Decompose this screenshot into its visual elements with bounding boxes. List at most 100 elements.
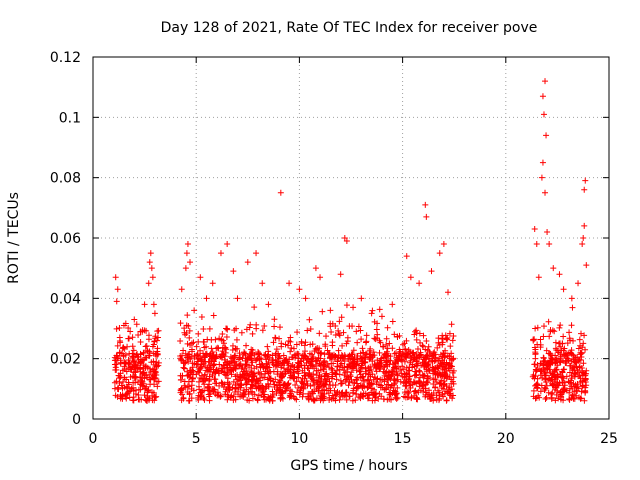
data-point [568,394,575,401]
data-point [561,382,568,389]
data-point [231,327,238,334]
data-point [233,336,240,343]
data-point [569,304,576,311]
data-point [312,265,319,272]
data-point [130,353,137,360]
data-point [128,366,135,373]
data-point [582,177,589,184]
data-point [257,364,264,371]
data-point [219,380,226,387]
data-point [533,367,540,374]
data-point [430,390,437,397]
data-point [383,350,390,357]
data-point [350,362,357,369]
data-point [135,392,142,399]
data-point [575,280,582,287]
data-point [441,378,448,385]
data-point [148,265,155,272]
data-point [349,351,356,358]
data-point [191,354,198,361]
data-point [564,340,571,347]
data-point [242,376,249,383]
data-point [315,349,322,356]
data-point [112,274,119,281]
data-point [140,349,147,356]
data-point [569,385,576,392]
data-point [255,369,262,376]
data-point [255,384,262,391]
data-point [302,295,309,302]
data-point [115,355,122,362]
data-point [208,345,215,352]
data-point [293,341,300,348]
data-point [295,355,302,362]
data-point [285,362,292,369]
data-point [323,333,330,340]
data-point [574,367,581,374]
data-point [151,366,158,373]
data-point [540,355,547,362]
data-point [541,370,548,377]
data-point [310,378,317,385]
data-point [546,333,553,340]
data-point [385,357,392,364]
data-point [130,347,137,354]
data-point [571,355,578,362]
data-point [360,360,367,367]
data-point [540,111,547,118]
data-point [535,392,542,399]
data-point [552,384,559,391]
data-point [141,375,148,382]
data-point [566,369,573,376]
data-point [534,362,541,369]
data-point [231,364,238,371]
data-point [191,307,198,314]
data-point [354,339,361,346]
data-point [226,360,233,367]
data-point [217,392,224,399]
data-point [204,336,211,343]
data-point [542,189,549,196]
data-point [154,345,161,352]
data-point [386,389,393,396]
data-point [116,334,123,341]
data-point [264,376,271,383]
data-point [407,384,414,391]
data-point [396,346,403,353]
data-point [443,397,450,404]
data-point [282,370,289,377]
data-point [210,312,217,319]
data-point [244,259,251,266]
data-point [555,395,562,402]
data-point [198,357,205,364]
data-point [186,334,193,341]
data-point [443,335,450,342]
data-point [243,342,250,349]
data-point [362,339,369,346]
data-point [332,332,339,339]
data-point [410,349,417,356]
y-tick-label: 0.12 [50,50,81,66]
data-point [267,393,274,400]
data-point [560,333,567,340]
data-point [261,394,268,401]
data-point [182,265,189,272]
data-point [553,391,560,398]
x-tick-labels: 0 5 10 15 20 25 [89,431,618,447]
data-point [424,352,431,359]
data-point [535,274,542,281]
data-point [330,360,337,367]
data-point [434,387,441,394]
data-point [197,347,204,354]
data-point [297,387,304,394]
data-point [346,323,353,330]
data-point [549,381,556,388]
data-point [406,373,413,380]
data-point [147,381,154,388]
data-point [446,330,453,337]
data-point [251,391,258,398]
data-point [342,378,349,385]
data-point [337,271,344,278]
data-point [315,374,322,381]
data-point [246,350,253,357]
